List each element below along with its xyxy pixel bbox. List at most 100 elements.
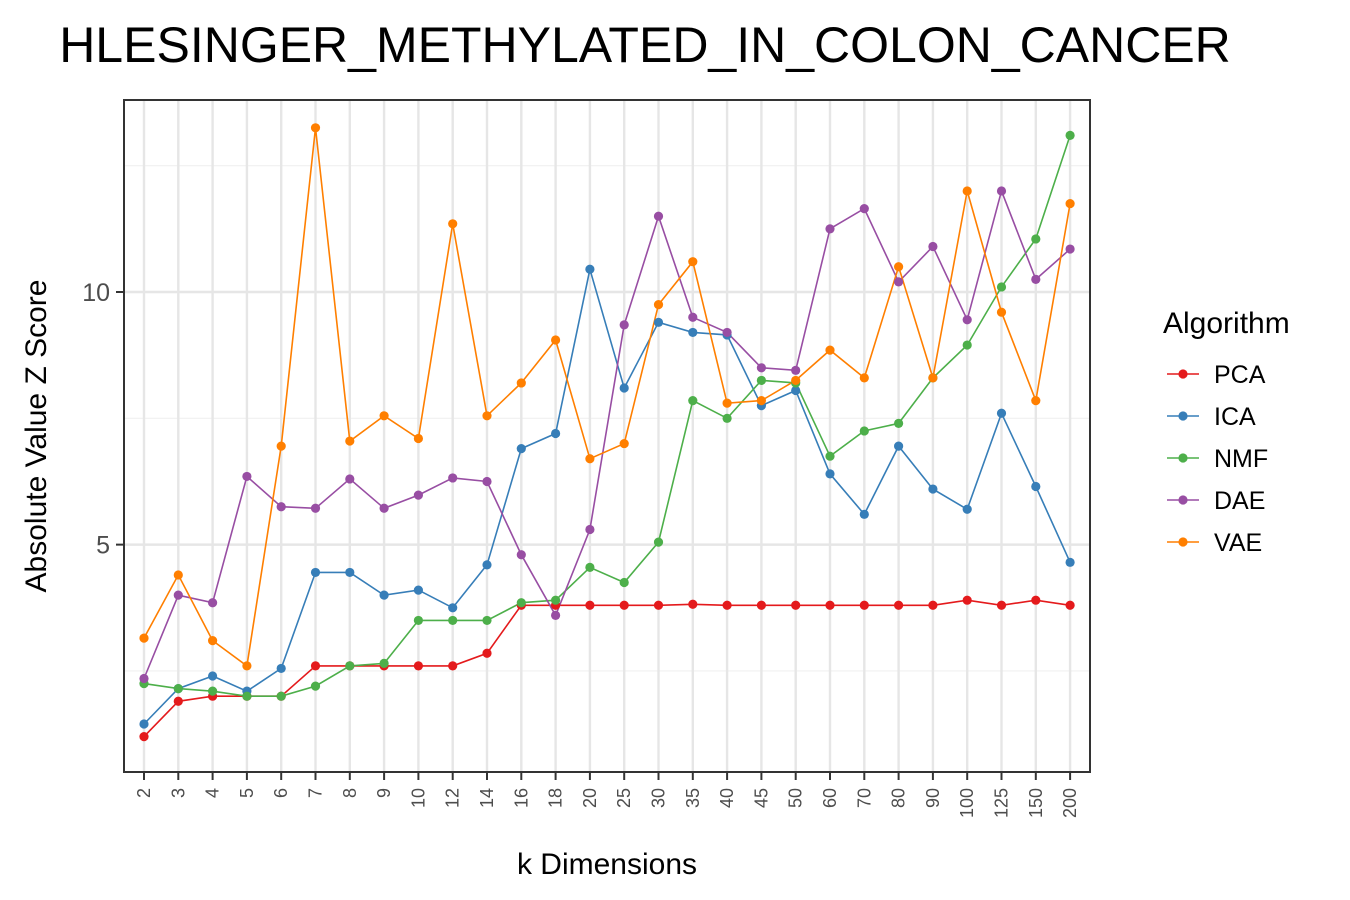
x-tick-label: 3 bbox=[168, 788, 188, 798]
x-tick-label: 18 bbox=[546, 788, 566, 808]
point-ica bbox=[276, 663, 286, 674]
series-line-ica bbox=[143, 269, 1071, 725]
point-pca bbox=[139, 732, 149, 742]
legend-label-nmf: NMF bbox=[1214, 445, 1268, 473]
x-tick-label: 40 bbox=[717, 788, 737, 808]
x-tick-label: 14 bbox=[477, 788, 497, 808]
point-dae bbox=[173, 590, 183, 600]
point-vae bbox=[413, 433, 423, 444]
point-nmf bbox=[619, 577, 629, 588]
point-ica bbox=[825, 469, 835, 479]
legend-label-vae: VAE bbox=[1214, 529, 1262, 557]
chart-title: HLESINGER_METHYLATED_IN_COLON_CANCER bbox=[59, 17, 1231, 73]
point-dae bbox=[345, 474, 355, 484]
point-vae bbox=[859, 373, 869, 383]
x-tick-label: 200 bbox=[1060, 788, 1080, 818]
point-pca bbox=[928, 600, 938, 610]
point-nmf bbox=[310, 681, 321, 691]
point-vae bbox=[208, 636, 218, 646]
series-lines bbox=[143, 127, 1071, 738]
series-points bbox=[139, 123, 1075, 742]
point-dae bbox=[379, 503, 389, 513]
legend-label-dae: DAE bbox=[1214, 487, 1265, 515]
point-ica bbox=[996, 408, 1007, 418]
point-vae bbox=[310, 123, 321, 133]
point-nmf bbox=[482, 615, 492, 626]
point-dae bbox=[1031, 274, 1041, 284]
point-dae bbox=[756, 363, 767, 373]
point-nmf bbox=[859, 426, 869, 436]
point-dae bbox=[996, 186, 1007, 196]
point-nmf bbox=[825, 451, 835, 461]
point-nmf bbox=[894, 418, 904, 428]
point-dae bbox=[928, 241, 938, 252]
point-dae bbox=[139, 673, 149, 684]
legend: Algorithm PCA ICA NMF DAE VAE bbox=[1163, 307, 1290, 557]
point-nmf bbox=[345, 661, 355, 671]
legend-point-vae bbox=[1178, 537, 1188, 547]
point-nmf bbox=[653, 537, 664, 547]
point-vae bbox=[345, 436, 355, 446]
point-dae bbox=[653, 211, 664, 221]
point-vae bbox=[242, 661, 252, 671]
point-pca bbox=[722, 600, 732, 610]
point-dae bbox=[859, 204, 869, 214]
x-tick-label: 80 bbox=[889, 788, 909, 808]
x-tick-label: 35 bbox=[683, 788, 703, 808]
point-pca bbox=[448, 661, 458, 671]
point-nmf bbox=[1031, 234, 1041, 244]
point-vae bbox=[448, 219, 458, 229]
point-dae bbox=[482, 476, 492, 487]
point-dae bbox=[722, 327, 732, 338]
point-dae bbox=[516, 550, 526, 560]
point-dae bbox=[448, 473, 458, 483]
point-pca bbox=[688, 599, 698, 609]
point-ica bbox=[1065, 557, 1075, 567]
x-tick-label: 30 bbox=[649, 788, 669, 808]
point-ica bbox=[791, 385, 801, 396]
point-vae bbox=[1065, 198, 1075, 209]
point-vae bbox=[482, 411, 492, 421]
point-pca bbox=[310, 661, 321, 671]
point-vae bbox=[139, 633, 149, 643]
point-vae bbox=[894, 262, 904, 272]
point-vae bbox=[688, 257, 698, 267]
point-ica bbox=[551, 428, 561, 439]
y-axis-ticks: 5 10 bbox=[82, 279, 124, 560]
point-nmf bbox=[585, 562, 595, 572]
point-vae bbox=[756, 396, 767, 406]
point-vae bbox=[585, 454, 595, 464]
point-pca bbox=[859, 600, 869, 610]
point-pca bbox=[482, 648, 492, 658]
point-ica bbox=[928, 484, 938, 494]
plot-border bbox=[123, 99, 1091, 773]
point-dae bbox=[894, 277, 904, 287]
point-pca bbox=[1065, 600, 1075, 610]
point-dae bbox=[585, 524, 595, 535]
point-ica bbox=[894, 441, 904, 451]
point-vae bbox=[173, 570, 183, 580]
point-pca bbox=[585, 600, 595, 610]
point-nmf bbox=[962, 340, 972, 350]
point-vae bbox=[516, 378, 526, 388]
y-tick-label: 10 bbox=[82, 279, 110, 307]
point-ica bbox=[139, 719, 149, 729]
point-ica bbox=[345, 567, 355, 578]
legend-label-pca: PCA bbox=[1214, 361, 1266, 389]
x-tick-label: 45 bbox=[751, 788, 771, 808]
point-dae bbox=[825, 224, 835, 234]
point-dae bbox=[242, 471, 252, 482]
point-ica bbox=[619, 383, 629, 393]
point-dae bbox=[688, 312, 698, 322]
x-tick-label: 150 bbox=[1026, 788, 1046, 818]
point-ica bbox=[413, 585, 423, 595]
series-line-dae bbox=[143, 188, 1071, 679]
point-pca bbox=[173, 696, 183, 706]
point-dae bbox=[791, 365, 801, 375]
x-tick-label: 25 bbox=[614, 788, 634, 808]
point-vae bbox=[653, 300, 664, 310]
point-pca bbox=[413, 661, 423, 671]
y-tick-label: 5 bbox=[96, 532, 110, 560]
point-dae bbox=[208, 598, 218, 608]
point-vae bbox=[551, 335, 561, 345]
